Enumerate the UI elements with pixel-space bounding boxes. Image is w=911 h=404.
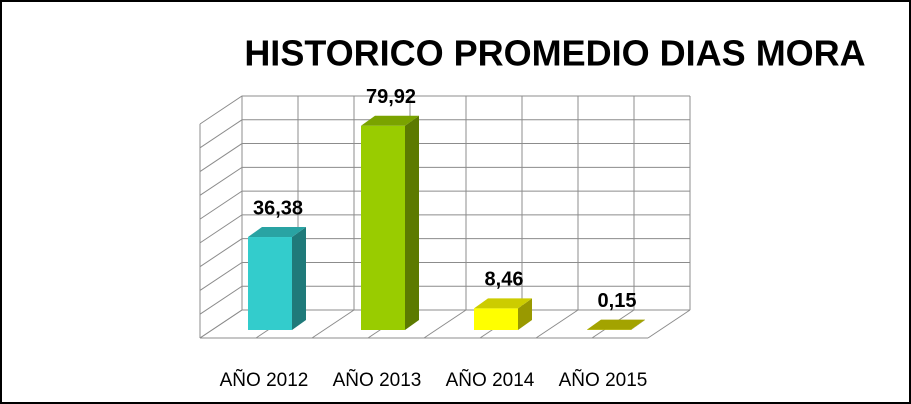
- floor-line: [311, 309, 355, 339]
- bar: [474, 308, 518, 330]
- bar-side: [292, 227, 306, 330]
- bar-top: [474, 298, 532, 309]
- bar-side: [631, 319, 645, 330]
- floor-line: [647, 309, 691, 339]
- bar: [248, 237, 292, 330]
- bar: [361, 125, 405, 330]
- bar-side: [518, 298, 532, 330]
- x-tick-label: AÑO 2014: [446, 369, 535, 391]
- bar-top: [361, 115, 419, 126]
- x-tick-label: AÑO 2012: [220, 369, 309, 391]
- floor-line: [535, 309, 579, 339]
- bar-top: [587, 319, 645, 330]
- x-tick-label: AÑO 2015: [559, 369, 648, 391]
- bar-top: [248, 227, 306, 238]
- value-label: 79,92: [366, 86, 416, 108]
- x-tick-label: AÑO 2013: [333, 369, 422, 391]
- value-label: 8,46: [485, 269, 524, 291]
- value-label: 36,38: [253, 197, 303, 219]
- floor-line: [423, 309, 467, 339]
- floor-line: [199, 309, 243, 339]
- bar-side: [405, 115, 419, 330]
- chart-title: HISTORICO PROMEDIO DIAS MORA: [244, 33, 865, 74]
- value-label: 0,15: [598, 290, 637, 312]
